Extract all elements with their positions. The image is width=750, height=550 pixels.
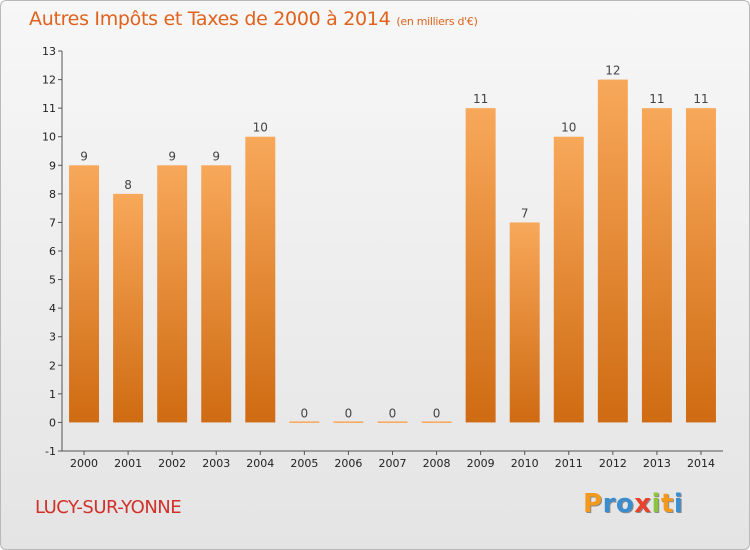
y-tick-label: 10 — [42, 131, 56, 144]
x-tick-label: 2002 — [158, 457, 186, 470]
y-tick-label: 4 — [49, 302, 56, 315]
bar-2004 — [245, 136, 276, 423]
value-label-2006: 0 — [345, 406, 353, 420]
x-tick-label: 2011 — [555, 457, 583, 470]
logo-letter: t — [660, 489, 674, 519]
bar-2010 — [509, 222, 540, 423]
bar-2008 — [421, 421, 452, 423]
value-label-2012: 12 — [605, 64, 620, 78]
value-label-2013: 11 — [649, 92, 664, 106]
y-tick-label: 13 — [42, 45, 56, 58]
value-label-2008: 0 — [433, 406, 441, 420]
bar-2003 — [201, 165, 232, 423]
value-label-2004: 10 — [253, 121, 268, 135]
x-tick-label: 2008 — [423, 457, 451, 470]
x-tick-label: 2009 — [467, 457, 495, 470]
x-tick-label: 2003 — [202, 457, 230, 470]
x-tick-label: 2000 — [70, 457, 98, 470]
x-tick-label: 2006 — [334, 457, 362, 470]
bar-2006 — [333, 421, 364, 423]
y-tick-label: 7 — [49, 216, 56, 229]
value-label-2000: 9 — [80, 149, 88, 163]
bar-2014 — [685, 108, 716, 423]
value-label-2009: 11 — [473, 92, 488, 106]
x-tick-label: 2007 — [379, 457, 407, 470]
bar-2012 — [597, 79, 628, 423]
logo-letter: P — [583, 489, 603, 519]
chart-title: Autres Impôts et Taxes de 2000 à 2014 (en… — [29, 8, 478, 30]
bar-2013 — [641, 108, 672, 423]
x-tick-label: 2001 — [114, 457, 142, 470]
x-tick-label: 2005 — [290, 457, 318, 470]
logo-letter: r — [602, 489, 616, 519]
bar-2002 — [157, 165, 188, 423]
value-label-2001: 8 — [124, 178, 132, 192]
logo-letter: x — [634, 489, 652, 519]
value-label-2007: 0 — [389, 406, 397, 420]
y-tick-label: 8 — [49, 188, 56, 201]
logo-letter: i — [673, 489, 684, 519]
x-tick-label: 2014 — [687, 457, 715, 470]
logo-letter: i — [651, 489, 661, 519]
proxiti-logo: Proxiti — [583, 489, 683, 519]
value-label-2011: 10 — [561, 121, 576, 135]
bar-2011 — [553, 136, 584, 423]
y-tick-label: -1 — [45, 445, 56, 458]
bar-2000 — [69, 165, 100, 423]
y-tick-label: 12 — [42, 74, 56, 87]
y-tick-label: 1 — [49, 388, 56, 401]
value-label-2010: 7 — [521, 206, 529, 220]
chart-unit: (en milliers d'€) — [396, 15, 478, 28]
bar-2001 — [113, 193, 144, 423]
y-tick-label: 6 — [49, 245, 56, 258]
value-label-2002: 9 — [168, 149, 176, 163]
y-tick-label: 2 — [49, 359, 56, 372]
x-tick-label: 2013 — [643, 457, 671, 470]
x-tick-label: 2004 — [246, 457, 274, 470]
x-tick-label: 2010 — [511, 457, 539, 470]
y-tick-label: 11 — [42, 102, 56, 115]
x-tick-label: 2012 — [599, 457, 627, 470]
y-tick-label: 5 — [49, 274, 56, 287]
bar-2007 — [377, 421, 408, 423]
value-label-2014: 11 — [693, 92, 708, 106]
bar-2005 — [289, 421, 320, 423]
y-tick-label: 3 — [49, 331, 56, 344]
city-name: LUCY-SUR-YONNE — [35, 497, 182, 518]
value-label-2005: 0 — [301, 406, 309, 420]
chart-value-labels: 9 8 9 9 10 0 0 0 0 11 7 10 12 11 11 — [80, 64, 708, 421]
logo-letter: o — [615, 489, 635, 519]
chart-bars — [69, 79, 716, 423]
bar-2009 — [465, 108, 496, 423]
y-tick-label: 9 — [49, 159, 56, 172]
y-tick-label: 0 — [49, 416, 56, 429]
value-label-2003: 9 — [212, 149, 220, 163]
chart-title-text: Autres Impôts et Taxes de 2000 à 2014 — [29, 8, 391, 30]
